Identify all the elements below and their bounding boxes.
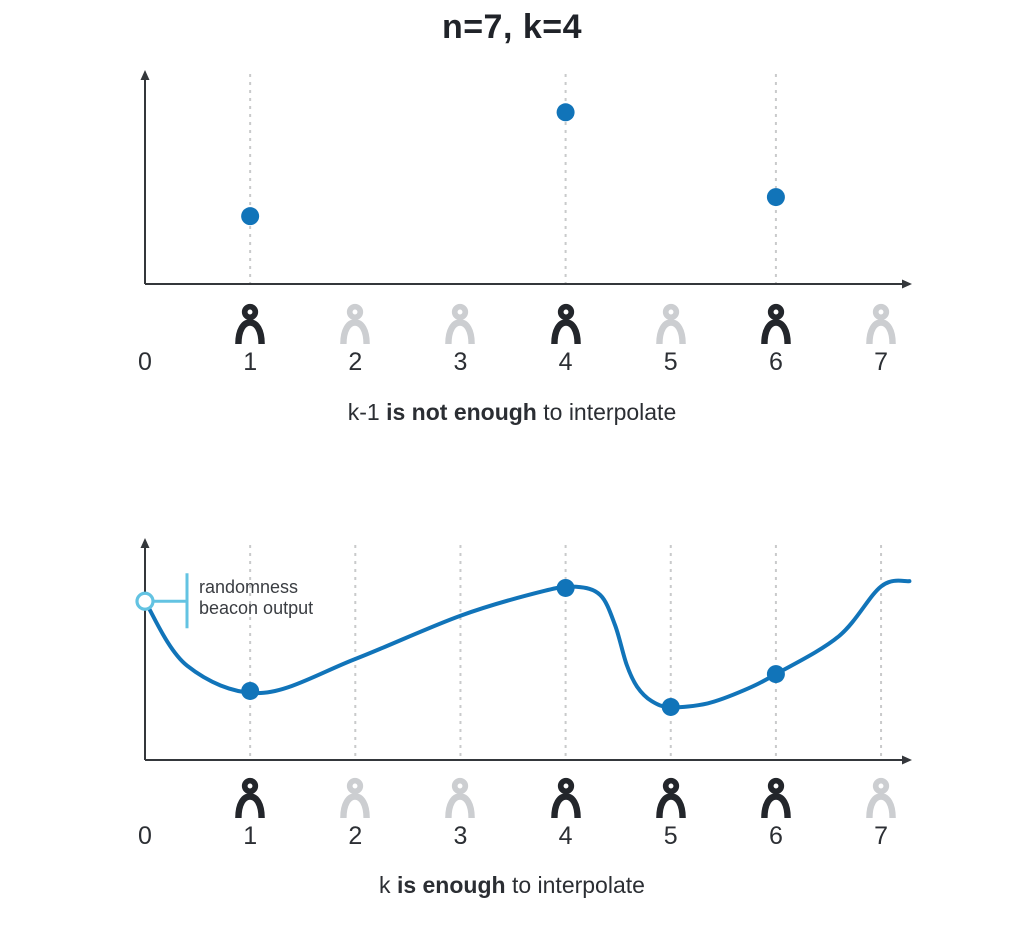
share-point-4 <box>556 578 575 597</box>
person-body <box>761 319 791 344</box>
share-point-6 <box>766 188 785 207</box>
participant-icon-inactive <box>866 303 896 344</box>
axis-number-3: 3 <box>453 348 468 376</box>
share-point-6 <box>766 665 785 684</box>
caption-segment: to interpolate <box>536 399 677 425</box>
axis-number-7: 7 <box>874 822 888 850</box>
axis-numbers-top: 0 1 2 3 4 5 6 7 <box>0 348 1024 392</box>
axis-number-2: 2 <box>348 822 363 850</box>
participant-icon-active <box>235 777 265 818</box>
participant-icon-inactive <box>445 777 476 818</box>
caption-segment: k <box>379 872 397 898</box>
share-point-1 <box>241 681 260 700</box>
participant-icon-inactive <box>445 303 476 344</box>
person-body <box>550 319 581 344</box>
axis-number-5: 5 <box>663 348 678 376</box>
participant-icon-active <box>235 303 265 344</box>
person-head <box>241 777 259 795</box>
person-head <box>662 303 679 321</box>
participant-icon-inactive <box>340 303 371 344</box>
caption-segment: is enough <box>396 872 506 898</box>
axis-number-0: 0 <box>138 348 152 376</box>
person-head <box>241 303 259 321</box>
x-axis-arrow <box>902 279 912 289</box>
person-body <box>340 319 371 344</box>
randomness-beacon-callout-label: randomness beacon output <box>199 577 313 619</box>
person-body <box>445 793 476 818</box>
caption-segment: k-1 <box>347 399 387 425</box>
plot-top <box>140 70 912 289</box>
caption-segment: is not enough <box>386 399 537 425</box>
person-head <box>452 777 469 795</box>
person-body <box>655 793 686 818</box>
person-body <box>866 793 896 818</box>
person-body <box>445 319 476 344</box>
person-head <box>767 303 785 321</box>
caption-segment: to interpolate <box>505 872 645 898</box>
participant-icon-active <box>655 777 686 818</box>
person-head <box>557 777 574 795</box>
participant-icon-inactive <box>340 777 371 818</box>
participant-icon-active <box>550 777 581 818</box>
person-body <box>235 793 265 818</box>
axis-number-0: 0 <box>138 822 152 850</box>
person-body <box>866 319 896 344</box>
axis-number-6: 6 <box>768 822 783 850</box>
person-head <box>557 303 574 321</box>
x-axis-arrow <box>902 755 912 765</box>
person-body <box>235 319 265 344</box>
axis-number-5: 5 <box>663 822 678 850</box>
participant-icon-inactive <box>866 777 896 818</box>
person-body <box>340 793 371 818</box>
callout-line-2: beacon output <box>199 598 314 618</box>
person-body <box>655 319 686 344</box>
share-point-5 <box>661 697 680 716</box>
callout-line-1: randomness <box>199 577 299 597</box>
axis-number-7: 7 <box>874 348 888 376</box>
participant-icon-active <box>761 303 791 344</box>
y-axis-arrow <box>140 538 150 548</box>
axis-number-3: 3 <box>453 822 468 850</box>
y-axis-arrow <box>140 70 150 80</box>
caption-top: k-1 is not enough to interpolate <box>0 399 1024 426</box>
person-body <box>761 793 791 818</box>
beacon-output-point <box>135 591 155 611</box>
participants-row-top <box>0 302 1024 346</box>
axis-number-4: 4 <box>558 348 573 376</box>
person-head <box>767 777 785 795</box>
person-head <box>347 777 364 795</box>
participant-icon-active <box>761 777 791 818</box>
axis-number-1: 1 <box>243 348 258 376</box>
axis-numbers-bottom: 0 1 2 3 4 5 6 7 <box>0 822 1024 866</box>
person-head <box>452 303 469 321</box>
axis-number-1: 1 <box>243 822 258 850</box>
axis-number-2: 2 <box>348 348 363 376</box>
participant-icon-inactive <box>655 303 686 344</box>
share-point-1 <box>241 207 260 226</box>
participants-row-bottom <box>0 776 1024 820</box>
person-body <box>550 793 581 818</box>
person-head <box>662 777 679 795</box>
person-head <box>872 303 890 321</box>
share-point-4 <box>556 103 575 122</box>
axis-number-4: 4 <box>558 822 573 850</box>
person-head <box>872 777 890 795</box>
caption-bottom: k is enough to interpolate <box>0 872 1024 899</box>
plot-bottom <box>135 538 912 765</box>
person-head <box>347 303 364 321</box>
participant-icon-active <box>550 303 581 344</box>
figure-title: n=7, k=4 <box>441 8 583 46</box>
axis-number-6: 6 <box>768 348 783 376</box>
